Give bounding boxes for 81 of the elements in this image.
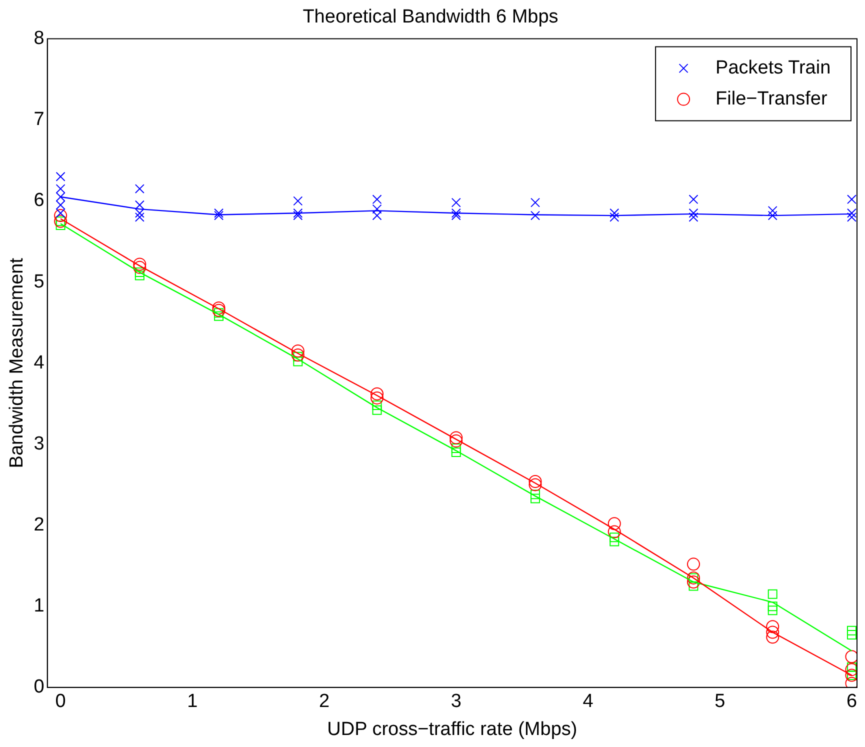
point: [845, 676, 857, 688]
point: [214, 210, 224, 220]
point: [845, 663, 857, 676]
point: [293, 196, 303, 206]
point: [214, 311, 224, 321]
point: [212, 301, 226, 314]
y-tick-label: 7: [34, 109, 44, 130]
point: [451, 210, 461, 220]
point: [214, 208, 224, 218]
point: [686, 558, 700, 571]
point: [688, 208, 698, 218]
point: [372, 405, 382, 415]
point: [846, 208, 856, 218]
x-tick-label: 5: [714, 691, 726, 712]
point: [688, 581, 698, 591]
point: [450, 434, 463, 448]
point: [530, 494, 540, 504]
point: [530, 198, 540, 208]
point: [766, 630, 780, 644]
point: [610, 212, 620, 222]
point: [610, 208, 620, 218]
point: [134, 270, 144, 280]
y-tick-label: 5: [34, 271, 44, 292]
point: [56, 172, 66, 182]
x-tick-label: 0: [55, 691, 66, 712]
point: [766, 620, 780, 634]
point: [134, 184, 144, 194]
point: [768, 206, 778, 216]
point: [846, 630, 856, 640]
point: [845, 650, 857, 664]
y-tick-label: 3: [34, 433, 44, 454]
point: [451, 448, 461, 458]
point: [528, 478, 542, 492]
point: [370, 387, 384, 400]
point: [610, 536, 620, 546]
y-tick-label: 1: [34, 596, 44, 617]
y-tick-label: 6: [34, 190, 44, 212]
point: [450, 431, 463, 444]
point: [134, 212, 144, 222]
point: [688, 212, 698, 222]
point: [768, 210, 778, 220]
point: [291, 348, 304, 362]
point: [212, 304, 226, 317]
x-tick-label: 2: [318, 691, 330, 712]
legend-label: File−Transfer: [716, 88, 828, 110]
x-tick-label: 3: [450, 691, 462, 712]
point: [768, 606, 778, 616]
point: [846, 212, 856, 222]
point: [608, 525, 621, 538]
point: [293, 210, 303, 220]
point: [133, 258, 146, 271]
point: [370, 391, 384, 404]
point: [530, 210, 540, 220]
y-tick-label: 2: [34, 514, 44, 536]
point: [846, 626, 856, 636]
x-tick-label: 1: [187, 691, 198, 712]
point: [451, 443, 461, 453]
y-tick-label: 0: [34, 676, 44, 698]
y-tick-label: 4: [34, 352, 45, 374]
point: [688, 194, 698, 204]
point: [610, 532, 620, 542]
chart-title: Theoretical Bandwidth 6 Mbps: [302, 6, 558, 28]
point: [291, 344, 304, 358]
y-axis-title: Bandwidth Measurement: [6, 257, 28, 468]
point: [133, 260, 146, 274]
x-tick-label: 6: [846, 691, 858, 712]
point: [293, 208, 303, 218]
point: [528, 474, 542, 488]
point: [686, 576, 700, 589]
point: [768, 602, 778, 612]
point: [530, 490, 540, 500]
y-tick-label: 8: [34, 28, 44, 50]
x-axis-title: UDP cross−traffic rate (Mbps): [327, 718, 578, 740]
point: [846, 194, 856, 204]
x-tick-label: 4: [582, 691, 594, 712]
point: [372, 400, 382, 410]
point: [608, 517, 621, 530]
point: [293, 356, 303, 366]
point: [768, 589, 778, 599]
point: [766, 626, 780, 639]
legend-label: Packets Train: [716, 58, 831, 79]
